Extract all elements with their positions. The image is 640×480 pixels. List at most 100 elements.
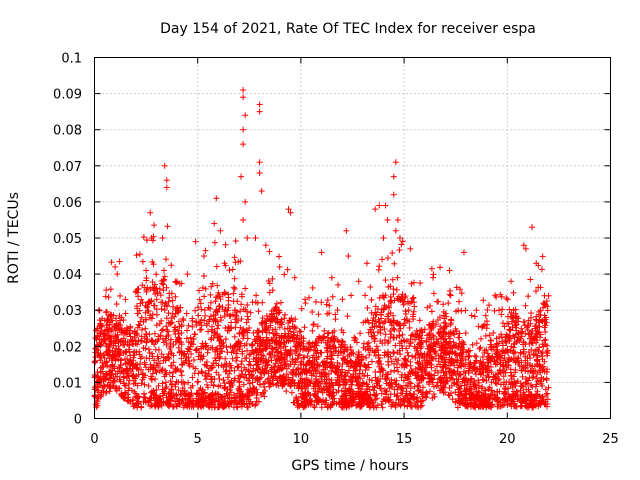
x-tick-label: 10: [293, 432, 310, 447]
y-axis-label: ROTI / TECUs: [6, 192, 22, 284]
background-point: [166, 290, 173, 297]
background-point: [135, 321, 142, 328]
background-point: [400, 301, 407, 308]
background-point: [538, 317, 545, 324]
background-point: [367, 284, 374, 291]
background-point: [406, 324, 413, 331]
background-point: [169, 310, 176, 317]
background-point: [190, 356, 197, 363]
background-point: [153, 369, 160, 376]
background-point: [222, 355, 229, 362]
background-point: [198, 316, 205, 323]
background-point: [356, 382, 363, 389]
background-point: [306, 294, 313, 301]
data-point: [112, 263, 119, 270]
background-point: [122, 310, 129, 317]
background-point: [344, 313, 351, 320]
background-point: [140, 390, 147, 397]
background-point: [220, 376, 227, 383]
background-point: [192, 365, 199, 372]
background-point: [163, 383, 170, 390]
background-point: [477, 335, 484, 342]
background-point: [361, 340, 368, 347]
background-point: [395, 368, 402, 375]
background-point: [331, 395, 338, 402]
background-point: [202, 285, 209, 292]
background-point: [370, 387, 377, 394]
background-point: [479, 353, 486, 360]
background-point: [385, 361, 392, 368]
background-point: [140, 234, 147, 241]
background-point: [402, 308, 409, 315]
background-point: [230, 284, 237, 291]
background-point: [475, 377, 482, 384]
background-point: [364, 305, 371, 312]
background-point: [153, 296, 160, 303]
background-point: [311, 404, 318, 411]
data-point: [163, 184, 170, 191]
background-point: [229, 266, 236, 273]
background-point: [522, 330, 529, 337]
background-point: [196, 296, 203, 303]
data-point: [345, 253, 352, 260]
background-point: [232, 237, 239, 244]
background-point: [430, 271, 437, 278]
background-point: [228, 319, 235, 326]
y-tick-label: 0: [74, 413, 82, 428]
background-point: [543, 349, 550, 356]
background-point: [437, 264, 444, 271]
background-point: [178, 372, 185, 379]
background-point: [244, 313, 251, 320]
y-tick-labels: 0 0.01 0.02 0.03 0.04 0.05 0.06 0.07 0.08 0.09 0.1: [53, 52, 82, 428]
background-point: [192, 307, 199, 314]
background-point: [183, 310, 190, 317]
y-tick-label: 0.04: [53, 268, 82, 283]
background-point: [457, 371, 464, 378]
background-point: [376, 263, 383, 270]
background-point: [529, 374, 536, 381]
background-point: [398, 241, 405, 248]
background-point: [296, 328, 303, 335]
background-point: [138, 326, 145, 333]
background-point: [487, 363, 494, 370]
data-point: [376, 202, 383, 209]
data-point: [159, 235, 166, 241]
background-point: [488, 337, 495, 344]
background-point: [434, 369, 441, 376]
background-point: [430, 391, 437, 398]
background-point: [477, 344, 484, 351]
background-point: [508, 278, 515, 285]
background-point: [149, 284, 156, 291]
background-point: [148, 373, 155, 380]
background-point: [400, 377, 407, 384]
background-point: [428, 265, 435, 272]
background-point: [312, 298, 319, 305]
background-point: [396, 247, 403, 254]
background-point: [165, 332, 172, 339]
background-point: [109, 382, 116, 389]
background-point: [375, 266, 382, 273]
background-point: [334, 352, 341, 359]
background-point: [416, 317, 423, 324]
background-point: [446, 287, 453, 294]
background-point: [265, 357, 272, 364]
background-point: [406, 379, 413, 386]
background-point: [230, 298, 237, 305]
data-point: [390, 173, 397, 180]
background-point: [387, 327, 394, 334]
background-point: [289, 370, 296, 377]
background-point: [447, 292, 454, 299]
background-point: [238, 358, 245, 365]
background-point: [310, 321, 317, 328]
background-point: [390, 350, 397, 357]
background-point: [143, 237, 150, 244]
background-point: [482, 332, 489, 339]
background-point: [199, 369, 206, 376]
background-point: [244, 301, 251, 308]
data-point: [163, 177, 170, 184]
data-point: [240, 86, 247, 93]
background-point: [399, 390, 406, 397]
background-point: [448, 317, 455, 324]
background-point: [476, 345, 483, 352]
background-point: [231, 285, 238, 292]
